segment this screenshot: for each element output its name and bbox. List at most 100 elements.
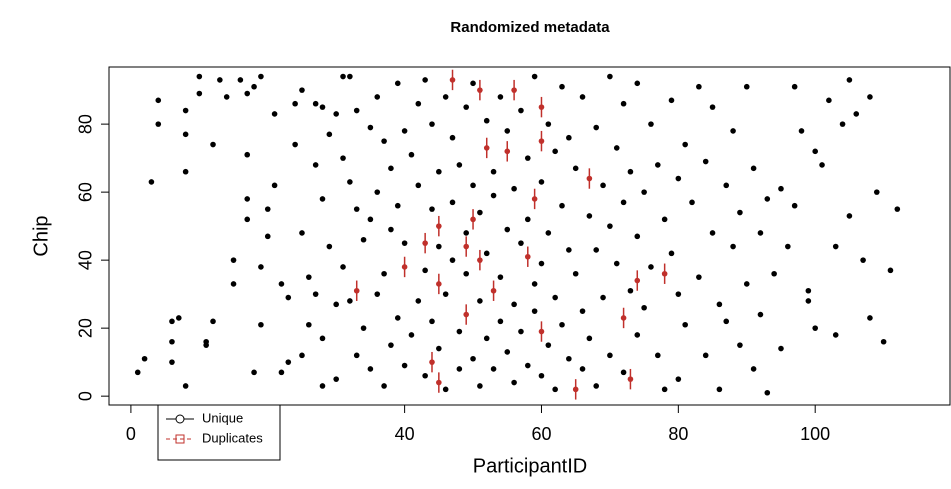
point [196, 90, 203, 97]
point [326, 131, 333, 138]
point [449, 199, 456, 206]
point [483, 335, 490, 342]
point [333, 301, 339, 308]
point [702, 352, 709, 359]
point [477, 87, 483, 93]
point [340, 264, 346, 270]
point [182, 107, 189, 114]
point [737, 342, 743, 348]
y-tick-label: 60 [76, 182, 96, 202]
point [791, 202, 798, 209]
point [586, 335, 593, 342]
point [607, 223, 613, 229]
point [394, 202, 401, 209]
point [661, 270, 668, 277]
x-tick-label: 60 [531, 424, 551, 444]
point [258, 73, 264, 80]
point [217, 77, 223, 83]
y-tick-label: 80 [76, 114, 96, 134]
point [682, 321, 688, 328]
point [244, 216, 251, 223]
point [415, 100, 422, 107]
point [463, 104, 470, 110]
point [778, 185, 784, 192]
point [641, 189, 647, 195]
point [511, 379, 517, 386]
point [347, 73, 353, 80]
point [805, 287, 812, 294]
point [449, 77, 456, 83]
point [750, 165, 757, 172]
point [867, 315, 873, 321]
point [702, 158, 709, 165]
point [504, 226, 511, 233]
point [264, 233, 271, 240]
point [299, 352, 305, 359]
point [463, 230, 470, 236]
point [429, 121, 435, 127]
point [374, 291, 381, 297]
point [504, 148, 511, 155]
point [278, 369, 285, 376]
point [367, 216, 374, 223]
chart-title: Randomized metadata [450, 19, 610, 36]
point [483, 250, 490, 257]
point [470, 355, 476, 362]
point [182, 131, 189, 138]
x-tick-label: 40 [395, 424, 415, 444]
point [552, 148, 558, 155]
point [798, 128, 805, 134]
point [723, 318, 730, 325]
point [490, 168, 497, 175]
point [518, 240, 524, 246]
point [531, 308, 538, 314]
point [449, 134, 456, 141]
point [497, 94, 504, 100]
point [442, 386, 449, 393]
point [388, 342, 394, 348]
point [552, 294, 558, 301]
point [607, 73, 613, 80]
point [627, 287, 634, 294]
point [477, 209, 483, 216]
point [675, 291, 682, 297]
point [264, 206, 271, 212]
point [353, 206, 360, 212]
point [524, 155, 531, 161]
plot-frame [108, 66, 951, 406]
point [538, 372, 545, 379]
point [504, 128, 511, 134]
point [483, 145, 490, 151]
point [442, 94, 449, 100]
point [716, 386, 723, 393]
point [579, 94, 586, 100]
point [456, 328, 463, 335]
point [477, 257, 483, 263]
point [743, 83, 750, 90]
point [873, 189, 880, 195]
point [579, 366, 586, 372]
point [353, 287, 360, 294]
point [388, 226, 394, 233]
point [559, 321, 565, 328]
point [655, 352, 661, 359]
point [504, 349, 511, 355]
point [634, 233, 641, 240]
point [251, 83, 257, 90]
point [155, 97, 162, 104]
point [210, 141, 216, 148]
point [832, 243, 839, 250]
point [182, 383, 189, 389]
y-tick-label: 20 [76, 318, 96, 338]
point [340, 155, 346, 161]
point [497, 318, 504, 325]
point [374, 189, 381, 195]
point [566, 134, 572, 141]
point [545, 342, 552, 348]
point [422, 77, 428, 83]
point [319, 335, 326, 342]
point [340, 73, 346, 80]
point [477, 383, 483, 389]
y-tick-label: 40 [76, 250, 96, 270]
